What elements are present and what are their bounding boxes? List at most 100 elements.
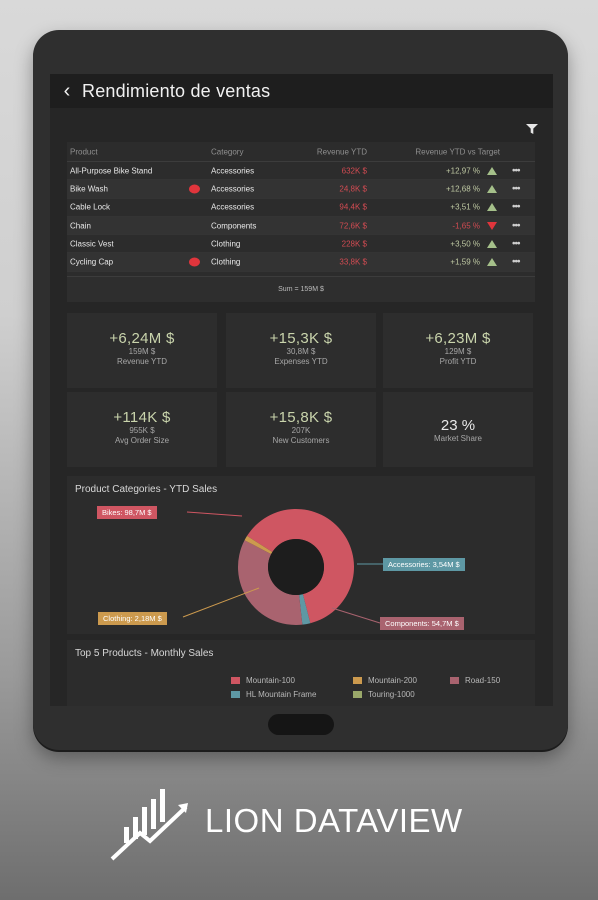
legend-item[interactable]: Road-150 [450,676,500,685]
kpi-label: Expenses YTD [274,357,328,366]
trend-up-icon [487,239,497,248]
trend-up-icon [487,166,497,175]
column-header-vs-target[interactable]: Revenue YTD vs Target [415,147,500,156]
kpi-sub: 129M $ [444,347,472,356]
donut-slice-clothing[interactable] [244,535,273,555]
kpi-sub: 159M $ [128,347,156,356]
top5-products-chart: Top 5 Products - Monthly Sales Mountain-… [67,640,535,706]
kpi-value: +6,24M $ [109,330,175,347]
page-title: Rendimiento de ventas [82,80,271,101]
app-bar: ‹ Rendimiento de ventas [50,74,553,108]
alert-dot-icon [189,257,200,267]
donut-slice-components[interactable] [237,540,303,625]
cell-product: Cycling Cap [70,257,114,267]
column-header-revenue[interactable]: Revenue YTD [316,147,367,156]
kpi-label: Revenue YTD [116,357,168,366]
cell-revenue: 228K $ [341,239,367,249]
label-clothing: Clothing: 2,18M $ [98,612,167,625]
legend-item[interactable]: HL Mountain Frame [231,690,316,699]
leader-line-clothing [182,587,260,618]
cell-category: Accessories [211,166,255,176]
legend-item[interactable]: Mountain-100 [231,676,295,685]
more-horizontal-icon[interactable]: ••• [512,238,520,250]
table-header: Product Category Revenue YTD Revenue YTD… [67,142,535,162]
kpi-expenses-ytd[interactable]: +15,3K $ 30,8M $ Expenses YTD [226,313,376,388]
alert-dot-icon [189,184,200,194]
cell-category: Clothing [211,257,241,267]
kpi-label: Market Share [433,434,483,443]
more-horizontal-icon[interactable]: ••• [512,165,520,177]
kpi-value: +15,3K $ [269,330,333,347]
cell-revenue: 33,8K $ [339,257,367,267]
tablet-home-button[interactable] [268,714,334,735]
cell-revenue: 632K $ [341,166,367,176]
donut-slice-accessories[interactable] [299,594,311,625]
cell-category: Accessories [211,202,255,212]
donut-slice-bikes[interactable] [247,509,354,624]
kpi-avg-order-size[interactable]: +114K $ 955K $ Avg Order Size [67,392,217,467]
lion-dataview-logo [110,789,188,861]
kpi-value: 23 % [440,417,476,434]
trend-up-icon [487,203,497,212]
table-row[interactable]: Classic Vest Clothing 228K $ +3,50 % ••• [67,235,535,254]
kpi-sub: 207K [291,426,311,435]
cell-vs-target: -1,65 % [452,221,480,231]
trend-up-icon [487,258,497,267]
filter-icon[interactable] [526,124,538,134]
more-horizontal-icon[interactable]: ••• [512,201,520,213]
legend-swatch [353,691,362,698]
legend-swatch [231,677,240,684]
legend-item[interactable]: Touring-1000 [353,690,415,699]
table-row[interactable]: Cable Lock Accessories 94,4K $ +3,51 % ••• [67,199,535,217]
cell-product: Bike Wash [70,184,108,194]
kpi-sub: 955K $ [129,426,155,435]
label-components: Components: 54,7M $ [380,617,464,630]
cell-revenue: 24,8K $ [339,184,367,194]
donut-hole [268,539,324,595]
chart-title: Top 5 Products - Monthly Sales [75,648,214,659]
legend-item[interactable]: Mountain-200 [353,676,417,685]
more-horizontal-icon[interactable]: ••• [512,183,520,195]
kpi-new-customers[interactable]: +15,8K $ 207K New Customers [226,392,376,467]
table-row[interactable]: Bike Wash Accessories 24,8K $ +12,68 % ••• [67,180,535,199]
table-row[interactable]: Cycling Cap Clothing 33,8K $ +1,59 % ••• [67,253,535,272]
cell-product: Chain [70,221,91,231]
cell-vs-target: +1,59 % [450,257,480,267]
cell-category: Accessories [211,184,255,194]
chevron-left-icon[interactable]: ‹ [63,80,71,102]
kpi-label: Avg Order Size [114,436,170,445]
leader-line-components [331,607,381,624]
kpi-market-share[interactable]: 23 % Market Share [383,392,533,467]
kpi-label: Profit YTD [439,357,477,366]
kpi-revenue-ytd[interactable]: +6,24M $ 159M $ Revenue YTD [67,313,217,388]
donut-chart [182,509,383,625]
kpi-value: +114K $ [113,409,171,426]
leader-line-bikes [186,511,243,517]
cell-product: Cable Lock [70,202,111,212]
cell-revenue: 94,4K $ [339,202,367,212]
more-horizontal-icon[interactable]: ••• [512,220,520,232]
cell-vs-target: +3,50 % [450,239,480,249]
app-screen: ‹ Rendimiento de ventas Product Category… [50,74,553,706]
legend-swatch [353,677,362,684]
table-row[interactable]: Chain Components 72,6K $ -1,65 % ••• [67,216,535,236]
cell-vs-target: +3,51 % [450,202,480,212]
label-bikes: Bikes: 98,7M $ [97,506,157,519]
cell-vs-target: +12,68 % [445,184,480,194]
cell-product: All-Purpose Bike Stand [70,166,153,176]
products-table: Product Category Revenue YTD Revenue YTD… [67,142,535,302]
table-row[interactable]: All-Purpose Bike Stand Accessories 632K $ +… [67,162,535,181]
trend-up-icon [487,184,497,193]
kpi-label: New Customers [272,436,330,445]
kpi-profit-ytd[interactable]: +6,23M $ 129M $ Profit YTD [383,313,533,388]
kpi-value: +6,23M $ [425,330,491,347]
more-horizontal-icon[interactable]: ••• [512,256,520,268]
column-header-category[interactable]: Category [211,147,244,156]
column-header-product[interactable]: Product [70,147,98,156]
cell-category: Components [211,221,257,231]
cell-revenue: 72,6K $ [339,221,367,231]
cell-product: Classic Vest [70,239,114,249]
legend-swatch [450,677,459,684]
cell-vs-target: +12,97 % [445,166,480,176]
trend-down-icon [487,221,497,230]
